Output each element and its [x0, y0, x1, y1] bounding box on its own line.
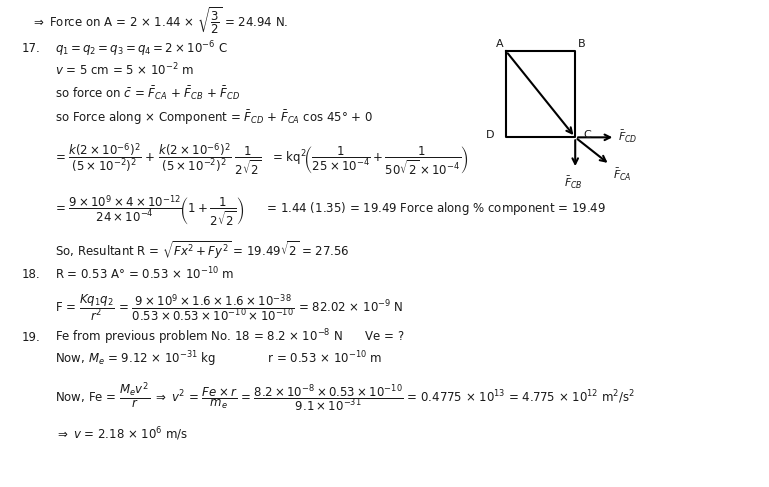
Text: $\bar{F}_{CA}$: $\bar{F}_{CA}$ — [613, 167, 631, 183]
Text: so force on $\bar{c}$ = $\bar{F}_{CA}$ + $\bar{F}_{CB}$ + $\bar{F}_{CD}$: so force on $\bar{c}$ = $\bar{F}_{CA}$ +… — [55, 85, 241, 102]
Text: so Force along $\times$ Component = $\bar{F}_{CD}$ + $\bar{F}_{CA}$ cos 45° + 0: so Force along $\times$ Component = $\ba… — [55, 109, 373, 127]
Text: = $\dfrac{k(2\times10^{-6})^2}{(5\times10^{-2})^2}$ + $\dfrac{k(2\times10^{-6})^: = $\dfrac{k(2\times10^{-6})^2}{(5\times1… — [55, 142, 469, 178]
Text: $\bar{F}_{CD}$: $\bar{F}_{CD}$ — [618, 130, 638, 145]
Text: 18.: 18. — [22, 268, 40, 281]
Text: F = $\dfrac{Kq_1q_2}{r^2}$ = $\dfrac{9\times10^{9}\times1.6\times1.6\times10^{-3: F = $\dfrac{Kq_1q_2}{r^2}$ = $\dfrac{9\t… — [55, 292, 404, 323]
Text: C: C — [583, 130, 591, 140]
Text: $\Rightarrow$ Force on A = 2 $\times$ 1.44 $\times$ $\sqrt{\dfrac{3}{2}}$ = 24.9: $\Rightarrow$ Force on A = 2 $\times$ 1.… — [31, 6, 288, 36]
Text: 19.: 19. — [22, 331, 40, 343]
Text: $\Rightarrow$ $v$ = 2.18 $\times$ $10^{6}$ m/s: $\Rightarrow$ $v$ = 2.18 $\times$ $10^{6… — [55, 426, 188, 443]
Text: $\bar{F}_{CB}$: $\bar{F}_{CB}$ — [564, 175, 583, 191]
Text: 17.: 17. — [22, 42, 40, 55]
Text: B: B — [578, 39, 585, 49]
Text: Fe from previous problem No. 18 = 8.2 $\times$ $10^{-8}$ N      Ve = ?: Fe from previous problem No. 18 = 8.2 $\… — [55, 327, 404, 347]
Text: Now, $M_e$ = 9.12 $\times$ $10^{-31}$ kg              r = 0.53 $\times$ $10^{-10: Now, $M_e$ = 9.12 $\times$ $10^{-31}$ kg… — [55, 350, 382, 369]
Text: Now, Fe = $\dfrac{M_e v^2}{r}$ $\Rightarrow$ $v^2$ = $\dfrac{Fe\times r}{m_e}$ =: Now, Fe = $\dfrac{M_e v^2}{r}$ $\Rightar… — [55, 380, 635, 413]
Text: $q_1 = q_2 = q_3 = q_4 = 2 \times 10^{-6}$ C: $q_1 = q_2 = q_3 = q_4 = 2 \times 10^{-6… — [55, 39, 228, 58]
Text: A: A — [496, 39, 504, 49]
Text: = $\dfrac{9\times10^{9}\times4\times10^{-12}}{24\times10^{-4}}$$\!\left(1+\dfrac: = $\dfrac{9\times10^{9}\times4\times10^{… — [55, 194, 606, 229]
Text: $v$ = 5 cm = 5 $\times$ $10^{-2}$ m: $v$ = 5 cm = 5 $\times$ $10^{-2}$ m — [55, 62, 195, 78]
Text: R = 0.53 A° = 0.53 $\times$ $10^{-10}$ m: R = 0.53 A° = 0.53 $\times$ $10^{-10}$ m — [55, 266, 235, 282]
Text: So, Resultant R = $\sqrt{Fx^2+Fy^2}$ = 19.49$\sqrt{2}$ = 27.56: So, Resultant R = $\sqrt{Fx^2+Fy^2}$ = 1… — [55, 240, 350, 262]
Text: D: D — [486, 130, 494, 140]
